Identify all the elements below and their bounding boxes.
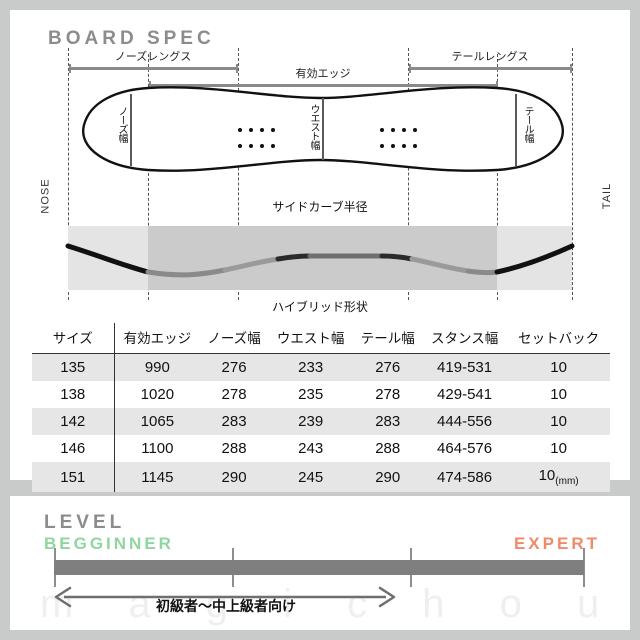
cell-nose: 290 (221, 468, 247, 486)
level-range-arrow (54, 586, 396, 608)
tail-length-label: テールレングス (451, 51, 529, 63)
table-row: 138 1020 278 235 278 429-541 10 (32, 381, 610, 408)
col-header-stance-width: スタンス幅 (421, 323, 508, 354)
cell-nose: 276 (221, 359, 247, 376)
tail-length-bar (409, 64, 572, 73)
cell-waist: 245 (298, 468, 324, 486)
insert-holes-front (238, 128, 275, 148)
cell-nose: 288 (221, 440, 247, 457)
table-row: 151 1145 290 245 290 474-586 10(mm) (32, 462, 610, 492)
guide-line-front-insert (238, 48, 239, 300)
level-range-caption: 初級者〜中上級者向け (156, 598, 296, 614)
cell-setback: 10 (550, 413, 567, 430)
cell-setback: 10(mm) (507, 462, 610, 492)
effective-edge-bar (149, 81, 498, 90)
sidecut-radius-label: サイドカーブ半径 (272, 200, 368, 214)
page-title: BOARD SPEC (48, 28, 215, 49)
cell-waist: 233 (298, 359, 324, 376)
effective-edge-label: 有効エッジ (295, 68, 351, 80)
cell-tail: 290 (375, 468, 401, 486)
insert-hole-row (238, 128, 275, 132)
guide-line-nose-contact (148, 54, 149, 300)
unit-label: (mm) (555, 476, 579, 487)
cell-stance: 474-586 (437, 468, 493, 486)
cell-tail: 288 (375, 440, 401, 457)
cell-size: 135 (32, 353, 115, 381)
col-header-size: サイズ (32, 323, 115, 354)
level-card: m a g i c h o u r LEVEL BEGGINNER EXPERT… (10, 496, 640, 630)
cell-stance: 429-541 (437, 386, 493, 403)
guide-line-tail-contact (497, 54, 498, 300)
beginner-label: BEGGINNER (44, 534, 174, 553)
cell-stance: 419-531 (437, 359, 493, 376)
cell-size: 151 (32, 462, 115, 492)
nose-length-bar (69, 64, 238, 73)
cell-nose: 278 (221, 386, 247, 403)
cell-size: 142 (32, 408, 115, 435)
tail-width-label: テール幅 (522, 106, 533, 142)
nose-width-line (130, 94, 132, 166)
cell-size: 138 (32, 381, 115, 408)
cell-stance: 444-556 (437, 413, 493, 430)
profile-shape-label: ハイブリッド形状 (272, 300, 368, 314)
insert-hole-row (380, 144, 417, 148)
cell-setback: 10 (550, 386, 567, 403)
table-header-row: サイズ 有効エッジ ノーズ幅 ウエスト幅 テール幅 スタンス幅 セットバック (32, 323, 610, 354)
cell-size: 146 (32, 435, 115, 462)
nose-length-label: ノーズレングス (114, 51, 192, 63)
level-title: LEVEL (44, 512, 126, 533)
cell-edge: 1145 (141, 468, 174, 486)
table-row: 135 990 276 233 276 419-531 10 (32, 353, 610, 381)
cell-edge: 1100 (141, 440, 174, 457)
cell-setback-value: 10 (538, 467, 556, 484)
tail-width-line (515, 94, 517, 166)
cell-edge: 1020 (140, 386, 175, 403)
cell-waist: 243 (298, 440, 324, 457)
col-header-waist-width: ウエスト幅 (267, 323, 354, 354)
cell-waist: 235 (298, 386, 324, 403)
cell-tail: 283 (375, 413, 401, 430)
nose-width-label: ノーズ幅 (116, 106, 127, 142)
insert-holes-rear (380, 128, 417, 148)
guide-line-nose-tip (68, 48, 69, 300)
board-spec-card: BOARD SPEC ノーズレングス テールレングス 有効エッジ NOSE TA… (10, 10, 630, 492)
col-header-nose-width: ノーズ幅 (200, 323, 268, 354)
table-row: 142 1065 283 239 283 444-556 10 (32, 408, 610, 435)
guide-line-tail-tip (572, 48, 573, 300)
cell-tail: 276 (375, 359, 401, 376)
table-row: 146 1100 288 243 288 464-576 10 (32, 435, 610, 462)
cell-tail: 278 (375, 386, 401, 403)
expert-label: EXPERT (513, 534, 600, 553)
cell-setback: 10 (550, 440, 567, 457)
col-header-setback: セットバック (507, 323, 610, 354)
cell-stance: 464-576 (437, 440, 493, 457)
cell-setback: 10 (550, 359, 567, 376)
board-profile-svg (65, 243, 575, 278)
cell-edge: 990 (144, 359, 170, 376)
col-header-effective-edge: 有効エッジ (114, 323, 201, 354)
insert-hole-row (238, 144, 275, 148)
spec-table: サイズ 有効エッジ ノーズ幅 ウエスト幅 テール幅 スタンス幅 セットバック 1… (32, 323, 610, 492)
col-header-tail-width: テール幅 (353, 323, 422, 354)
cell-waist: 239 (298, 413, 324, 430)
guide-line-rear-insert (408, 48, 409, 300)
level-bar (54, 560, 584, 575)
cell-edge: 1065 (140, 413, 175, 430)
insert-hole-row (380, 128, 417, 132)
board-diagram: ノーズレングス テールレングス 有効エッジ NOSE TAIL ノーズ幅 ウエス… (10, 10, 630, 320)
waist-width-line (322, 98, 324, 160)
cell-nose: 283 (221, 413, 247, 430)
waist-width-label: ウエスト幅 (308, 104, 319, 149)
